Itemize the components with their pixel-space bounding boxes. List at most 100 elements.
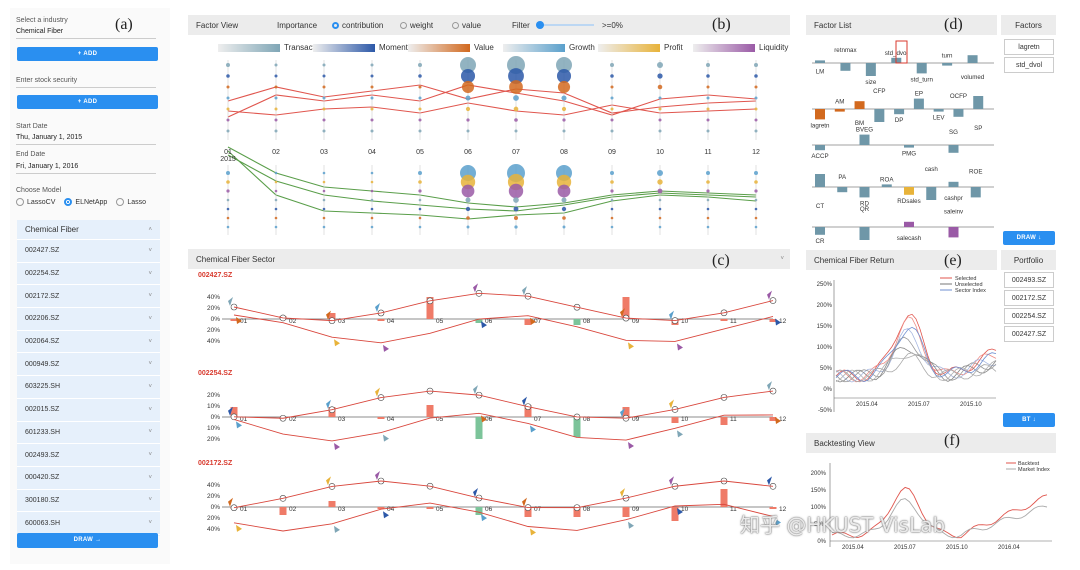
factor-wedge[interactable] xyxy=(473,385,478,395)
factor-glyph[interactable] xyxy=(754,171,758,175)
factor-glyph[interactable] xyxy=(226,180,230,184)
factor-bar[interactable] xyxy=(904,221,914,227)
factor-bar[interactable] xyxy=(837,187,848,193)
factor-glyph[interactable] xyxy=(322,85,326,89)
factor-glyph[interactable] xyxy=(513,197,519,203)
factor-bar[interactable] xyxy=(815,60,825,63)
factor-glyph[interactable] xyxy=(610,107,614,111)
return-bar[interactable] xyxy=(769,507,777,509)
factor-glyph[interactable] xyxy=(418,171,422,175)
factor-glyph[interactable] xyxy=(460,68,476,84)
factor-wedge[interactable] xyxy=(620,488,625,498)
portfolio-item[interactable]: 002172.SZ xyxy=(1004,290,1054,306)
stock-list-header[interactable]: Chemical Fiber ˄ xyxy=(17,220,160,240)
factor-wedge[interactable] xyxy=(326,310,331,320)
factor-wedge[interactable] xyxy=(326,399,331,409)
chevron-down-icon[interactable]: ˅ xyxy=(780,256,784,262)
factor-bar[interactable] xyxy=(933,109,944,112)
factor-glyph[interactable] xyxy=(370,96,374,100)
factor-bar[interactable] xyxy=(926,187,937,200)
factor-glyph[interactable] xyxy=(610,63,614,67)
factor-wedge[interactable] xyxy=(375,387,380,397)
factor-bar[interactable] xyxy=(834,109,845,112)
factor-glyph[interactable] xyxy=(460,174,476,190)
stock-list-item[interactable]: 002064.SZ ˅ xyxy=(17,331,160,354)
return-bar[interactable] xyxy=(573,319,581,325)
return-bar[interactable] xyxy=(328,501,336,507)
stock-list-item[interactable]: 002493.SZ ˅ xyxy=(17,444,160,467)
return-bar[interactable] xyxy=(720,417,728,425)
factor-glyph[interactable] xyxy=(370,225,374,229)
factor-glyph[interactable] xyxy=(658,198,662,202)
factor-wedge[interactable] xyxy=(383,434,389,442)
factor-wedge[interactable] xyxy=(383,511,389,519)
factor-glyph[interactable] xyxy=(754,118,758,122)
factor-wedge[interactable] xyxy=(236,524,242,532)
factor-glyph[interactable] xyxy=(322,129,326,133)
factor-glyph[interactable] xyxy=(561,106,567,112)
factor-wedge[interactable] xyxy=(677,343,683,351)
slider-handle[interactable] xyxy=(536,21,544,29)
factor-wedge[interactable] xyxy=(620,308,625,318)
factor-bar[interactable] xyxy=(973,96,984,109)
factor-wedge[interactable] xyxy=(481,321,487,329)
factor-glyph[interactable] xyxy=(322,207,326,211)
factor-glyph[interactable] xyxy=(465,95,471,101)
return-series[interactable] xyxy=(835,336,997,383)
factor-glyph[interactable] xyxy=(706,129,710,133)
factor-glyph[interactable] xyxy=(461,184,475,198)
return-bar[interactable] xyxy=(377,319,385,321)
factor-glyph[interactable] xyxy=(610,189,614,193)
factor-glyph[interactable] xyxy=(610,129,614,133)
factor-glyph[interactable] xyxy=(418,107,422,111)
factor-glyph[interactable] xyxy=(754,96,758,100)
factor-glyph[interactable] xyxy=(706,96,710,100)
portfolio-item[interactable]: 002427.SZ xyxy=(1004,326,1054,342)
factor-bar[interactable] xyxy=(815,145,825,151)
factor-glyph[interactable] xyxy=(418,85,422,89)
factor-glyph[interactable] xyxy=(754,180,758,184)
factor-bar[interactable] xyxy=(904,145,914,148)
factor-glyph[interactable] xyxy=(754,63,758,67)
factor-wedge[interactable] xyxy=(669,310,674,320)
factor-glyph[interactable] xyxy=(370,207,374,211)
factor-wedge[interactable] xyxy=(383,344,389,352)
factor-bar[interactable] xyxy=(840,63,851,71)
factor-glyph[interactable] xyxy=(754,198,758,202)
sector-stock-label[interactable]: 002427.SZ xyxy=(198,272,233,279)
factor-glyph[interactable] xyxy=(657,62,663,68)
return-bar[interactable] xyxy=(720,319,728,321)
factor-glyph[interactable] xyxy=(706,207,710,211)
return-bar[interactable] xyxy=(475,417,483,439)
factor-glyph[interactable] xyxy=(754,107,758,111)
factor-glyph[interactable] xyxy=(657,73,663,79)
factor-glyph[interactable] xyxy=(370,180,374,184)
factor-glyph[interactable] xyxy=(370,198,374,202)
factor-glyph[interactable] xyxy=(370,171,374,175)
factor-glyph[interactable] xyxy=(274,207,278,211)
factor-glyph[interactable] xyxy=(322,96,326,100)
factor-bar[interactable] xyxy=(967,55,978,63)
end-date-input[interactable]: Fri, January 1, 2016 xyxy=(16,163,156,174)
return-series[interactable] xyxy=(835,326,997,383)
draw-button[interactable]: DRAW → xyxy=(17,533,158,548)
factor-glyph[interactable] xyxy=(556,174,572,190)
factor-glyph[interactable] xyxy=(658,107,662,111)
factor-wedge[interactable] xyxy=(228,297,233,306)
factor-glyph[interactable] xyxy=(658,129,662,133)
factor-wedge[interactable] xyxy=(228,406,233,416)
factor-bar[interactable] xyxy=(865,63,876,76)
factor-glyph[interactable] xyxy=(556,57,572,73)
factor-glyph[interactable] xyxy=(274,96,278,100)
factor-bar[interactable] xyxy=(815,109,825,120)
factor-glyph[interactable] xyxy=(460,57,476,73)
factor-wedge[interactable] xyxy=(677,430,683,438)
return-bar[interactable] xyxy=(769,319,777,322)
factor-bar[interactable] xyxy=(913,98,924,109)
factor-glyph[interactable] xyxy=(466,216,470,220)
factor-glyph[interactable] xyxy=(370,189,374,193)
industry-select[interactable]: Chemical Fiber xyxy=(16,28,156,39)
factor-wedge[interactable] xyxy=(522,286,527,296)
model-option-lasso[interactable]: Lasso xyxy=(116,198,146,206)
factor-glyph[interactable] xyxy=(658,225,662,229)
